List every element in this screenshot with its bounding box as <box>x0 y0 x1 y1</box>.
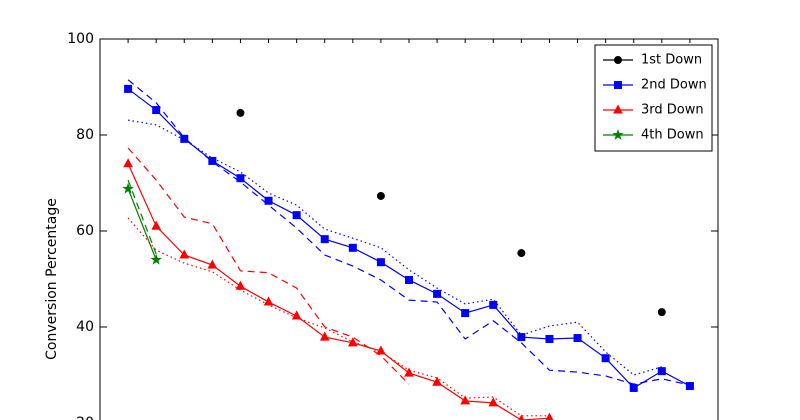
y-tick-label: 40 <box>76 319 94 335</box>
series-line <box>127 188 157 261</box>
y-tick-label: 100 <box>67 31 94 47</box>
point <box>123 158 133 168</box>
point <box>207 259 218 269</box>
point <box>614 56 622 64</box>
point <box>236 174 245 183</box>
point <box>180 134 189 143</box>
point <box>236 108 245 117</box>
point <box>150 253 162 265</box>
series-line <box>127 217 550 417</box>
series-line <box>127 79 691 386</box>
point <box>545 335 554 343</box>
point <box>488 397 499 407</box>
point <box>376 345 386 355</box>
point <box>685 382 694 391</box>
point <box>235 280 246 290</box>
point <box>291 310 302 320</box>
series-line <box>127 119 662 376</box>
point <box>612 129 624 140</box>
legend-label: 3rd Down <box>641 103 704 118</box>
point <box>433 289 442 298</box>
point <box>460 395 471 405</box>
point <box>613 104 623 114</box>
point <box>629 383 638 392</box>
point <box>376 258 385 267</box>
point <box>292 211 301 220</box>
point <box>614 81 622 89</box>
y-tick-label: 60 <box>76 223 94 239</box>
series-line <box>127 179 157 255</box>
y-axis-label: Conversion Percentage <box>44 198 60 360</box>
point <box>320 235 329 244</box>
point <box>124 84 133 93</box>
series-line <box>127 147 410 385</box>
point <box>461 309 470 318</box>
point <box>601 354 610 363</box>
point <box>264 196 273 205</box>
legend: 1st Down 2nd Down 3rd Down 4th Down <box>594 44 713 152</box>
point <box>489 300 498 309</box>
legend-label: 2nd Down <box>641 78 707 93</box>
series-line <box>127 163 550 420</box>
point <box>152 106 161 115</box>
legend-label: 1st Down <box>641 53 702 68</box>
point <box>404 367 414 377</box>
point <box>545 412 554 420</box>
legend-label: 4th Down <box>641 128 704 143</box>
point <box>573 334 582 343</box>
point <box>208 156 217 165</box>
point <box>657 367 666 376</box>
point <box>263 296 274 306</box>
point <box>376 191 385 200</box>
point <box>122 182 134 194</box>
point <box>517 249 526 258</box>
y-tick-label: 20 <box>76 415 94 420</box>
point <box>657 308 666 317</box>
y-tick-label: 80 <box>76 127 94 143</box>
point <box>518 414 525 420</box>
point <box>432 376 442 386</box>
point <box>179 249 190 259</box>
point <box>348 243 357 252</box>
point <box>405 275 413 284</box>
point <box>517 333 526 342</box>
point <box>151 220 162 230</box>
point <box>319 331 330 341</box>
